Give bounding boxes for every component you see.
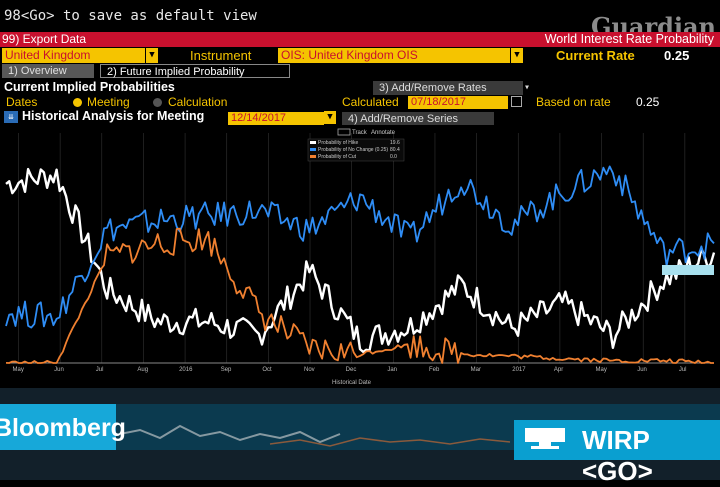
x-tick-label: Dec bbox=[346, 367, 357, 373]
legend-value-no-change: 80.4 bbox=[390, 147, 400, 153]
track-button[interactable]: Track bbox=[352, 130, 368, 136]
legend-label-hike: Probability of Hike bbox=[318, 140, 359, 146]
add-remove-rates-button[interactable]: 3) Add/Remove Rates bbox=[373, 81, 523, 95]
historical-analysis-label: Historical Analysis for Meeting bbox=[22, 109, 205, 123]
bloomberg-logo: Bloomberg bbox=[0, 414, 126, 442]
instrument-dropdown-icon[interactable]: ▼ bbox=[511, 48, 523, 63]
x-tick-label: Apr bbox=[554, 367, 563, 373]
series-line-probability-of-no-change-0-25- bbox=[5, 165, 715, 329]
x-tick-label: 2017 bbox=[512, 367, 526, 373]
section-header: Current Implied Probabilities bbox=[0, 80, 720, 94]
legend-swatch-hike bbox=[310, 141, 316, 144]
command-bar[interactable]: 98<Go> to save as default view bbox=[0, 0, 720, 32]
annotate-button[interactable]: Annotate bbox=[371, 130, 396, 136]
meeting-option-label[interactable]: Meeting bbox=[87, 95, 130, 109]
section-title: Current Implied Probabilities bbox=[4, 80, 175, 94]
calendar-icon[interactable] bbox=[511, 96, 522, 107]
series-line-probability-of-cut bbox=[5, 227, 714, 364]
add-remove-series-button[interactable]: 4) Add/Remove Series bbox=[342, 112, 494, 126]
based-on-rate-label: Based on rate bbox=[536, 95, 611, 109]
x-tick-label: 2016 bbox=[179, 367, 193, 373]
legend-swatch-no-change bbox=[310, 148, 316, 151]
x-axis-label: Historical Date bbox=[332, 380, 372, 386]
monitor-icon bbox=[525, 428, 565, 449]
current-value-marker bbox=[662, 265, 714, 275]
meeting-radio-icon[interactable] bbox=[73, 98, 82, 107]
add-remove-rates-dropdown-icon[interactable]: ▾ bbox=[524, 82, 531, 93]
instrument-label: Instrument bbox=[190, 48, 252, 63]
country-dropdown-icon[interactable]: ▼ bbox=[146, 48, 158, 63]
x-tick-label: Feb bbox=[429, 367, 440, 373]
tab-future-implied-probability[interactable]: 2) Future Implied Probability bbox=[100, 64, 290, 78]
calculated-date-field[interactable]: 07/18/2017 bbox=[408, 96, 508, 109]
title-bar bbox=[0, 32, 720, 47]
current-rate-value: 0.25 bbox=[664, 48, 690, 63]
export-data-button[interactable]: 99) Export Data bbox=[2, 32, 87, 46]
country-select[interactable]: United Kingdom bbox=[2, 48, 145, 63]
probability-chart-svg: May Jun Jul Aug 2016 Sep Oct Nov Dec Jan Feb Mar 201… bbox=[5, 128, 716, 386]
calculation-option-label[interactable]: Calculation bbox=[168, 95, 228, 109]
x-tick-label: May bbox=[596, 367, 607, 373]
based-on-rate-value: 0.25 bbox=[636, 95, 660, 109]
current-rate-label: Current Rate bbox=[556, 48, 635, 63]
x-tick-label: Oct bbox=[262, 367, 272, 373]
probability-chart: May Jun Jul Aug 2016 Sep Oct Nov Dec Jan Feb Mar 201… bbox=[0, 125, 720, 387]
function-code: WIRP <GO> bbox=[582, 425, 653, 486]
x-tick-label: Mar bbox=[471, 367, 481, 373]
instrument-select[interactable]: OIS: United Kingdom OIS bbox=[278, 48, 510, 63]
x-tick-label: May bbox=[12, 367, 23, 373]
chart-legend: Probability of Hike 19.6 Probability of … bbox=[307, 138, 405, 162]
legend-value-hike: 19.6 bbox=[390, 140, 400, 146]
meeting-date-field[interactable]: 12/14/2017 bbox=[228, 112, 324, 125]
x-tick-label: Aug bbox=[137, 367, 148, 373]
x-tick-label: Jul bbox=[96, 367, 104, 373]
dates-label: Dates bbox=[6, 95, 38, 109]
x-tick-label: Jun bbox=[637, 367, 647, 373]
collapse-icon[interactable]: ⇊ bbox=[4, 111, 18, 123]
x-tick-label: Jul bbox=[679, 367, 687, 373]
x-tick-label: Jun bbox=[54, 367, 64, 373]
x-tick-label: Nov bbox=[304, 367, 315, 373]
tab-overview[interactable]: 1) Overview bbox=[2, 64, 94, 78]
x-tick-label: Jan bbox=[387, 367, 397, 373]
legend-value-cut: 0.0 bbox=[390, 154, 397, 160]
screen-title: World Interest Rate Probability bbox=[544, 32, 714, 46]
bloomberg-logo-panel bbox=[0, 404, 116, 450]
legend-swatch-cut bbox=[310, 155, 316, 158]
series-line-probability-of-hike bbox=[5, 167, 716, 354]
legend-label-no-change: Probability of No Change (0.25) bbox=[318, 147, 388, 153]
calculation-radio-icon[interactable] bbox=[153, 98, 162, 107]
x-tick-label: Sep bbox=[221, 367, 232, 373]
meeting-date-dropdown-icon[interactable]: ▼ bbox=[324, 111, 336, 124]
calculated-label: Calculated bbox=[342, 95, 399, 109]
legend-label-cut: Probability of Cut bbox=[318, 154, 357, 160]
